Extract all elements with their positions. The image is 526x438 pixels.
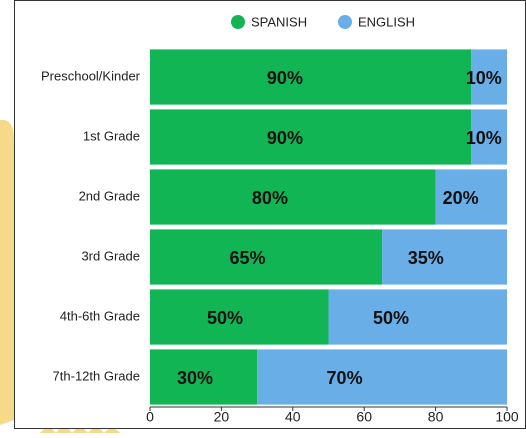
legend-swatch	[338, 15, 352, 29]
bar-segment	[257, 349, 507, 404]
data-label: 80%	[252, 188, 288, 208]
bar-segment	[150, 49, 471, 104]
data-label: 30%	[177, 368, 213, 388]
bar-segment	[329, 289, 508, 344]
x-tick-label: 0	[146, 409, 154, 425]
decoration	[0, 120, 14, 425]
bar-segment	[150, 109, 471, 164]
y-tick-label: Preschool/Kinder	[41, 68, 141, 83]
y-tick-label: 3rd Grade	[81, 248, 140, 263]
data-label: 35%	[408, 248, 444, 268]
x-tick-label: 60	[356, 409, 372, 425]
legend-label: SPANISH	[251, 14, 307, 29]
x-tick-label: 100	[495, 409, 519, 425]
data-label: 10%	[466, 128, 502, 148]
data-label: 50%	[207, 308, 243, 328]
bar-segment	[382, 229, 507, 284]
bar-segment	[150, 169, 436, 224]
chart: SPANISH ENGLISH 0 20 40 60 80 100 Preschool/Kind…	[0, 0, 526, 433]
x-tick-label: 40	[285, 409, 301, 425]
legend-label: ENGLISH	[358, 14, 415, 29]
y-tick-label: 1st Grade	[83, 128, 140, 143]
x-tick-label: 80	[428, 409, 444, 425]
legend-swatch	[231, 15, 245, 29]
data-label: 20%	[443, 188, 479, 208]
data-label: 90%	[267, 68, 303, 88]
data-label: 65%	[229, 248, 265, 268]
data-label: 90%	[267, 128, 303, 148]
y-tick-label: 7th-12th Grade	[53, 368, 140, 383]
y-tick-label: 4th-6th Grade	[60, 308, 140, 323]
x-tick-label: 20	[214, 409, 230, 425]
data-label: 70%	[327, 368, 363, 388]
y-tick-label: 2nd Grade	[79, 188, 140, 203]
data-label: 10%	[466, 68, 502, 88]
data-label: 50%	[373, 308, 409, 328]
bar-segment	[150, 229, 382, 284]
